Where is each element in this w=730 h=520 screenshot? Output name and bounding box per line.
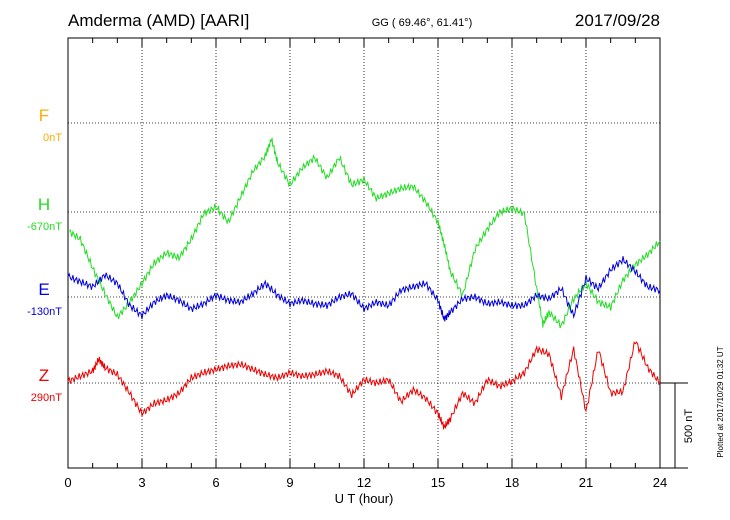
x-tick-label: 0 [64, 475, 71, 490]
series-name-e: E [38, 280, 49, 299]
x-tick-label: 18 [505, 475, 519, 490]
x-axis-label: U T (hour) [335, 491, 394, 506]
scale-bar: 500 nT [660, 382, 695, 469]
station-coordinates: GG ( 69.46°, 61.41°) [372, 17, 473, 29]
series-baseline-f: 0nT [43, 132, 62, 144]
x-axis-ticks [67, 38, 661, 468]
series-line-z [67, 341, 661, 430]
plotted-timestamp: Plotted at 2017/10/29 01:32 UT [716, 346, 725, 457]
x-tick-label: 21 [579, 475, 593, 490]
series-baseline-h: -670nT [27, 221, 62, 233]
series-name-h: H [38, 195, 50, 214]
x-tick-label: 24 [653, 475, 667, 490]
series-lines [67, 137, 661, 430]
series-name-f: F [39, 106, 49, 125]
x-axis-tick-labels: 0 3 6 9 12 15 18 21 24 [64, 475, 667, 490]
chart-date: 2017/09/28 [575, 11, 660, 30]
series-baseline-z: 290nT [31, 392, 62, 404]
scale-bar-label: 500 nT [683, 409, 695, 444]
x-tick-label: 15 [431, 475, 445, 490]
series-labels: F 0nT H -670nT E -130nT Z 290nT [27, 106, 62, 404]
station-title: Amderma (AMD) [AARI] [68, 11, 249, 30]
series-baseline-e: -130nT [27, 306, 62, 318]
x-tick-label: 12 [357, 475, 371, 490]
series-line-e [67, 256, 661, 322]
x-tick-label: 3 [138, 475, 145, 490]
series-line-h [67, 137, 661, 329]
x-tick-label: 9 [286, 475, 293, 490]
series-name-z: Z [39, 366, 49, 385]
x-tick-label: 6 [212, 475, 219, 490]
